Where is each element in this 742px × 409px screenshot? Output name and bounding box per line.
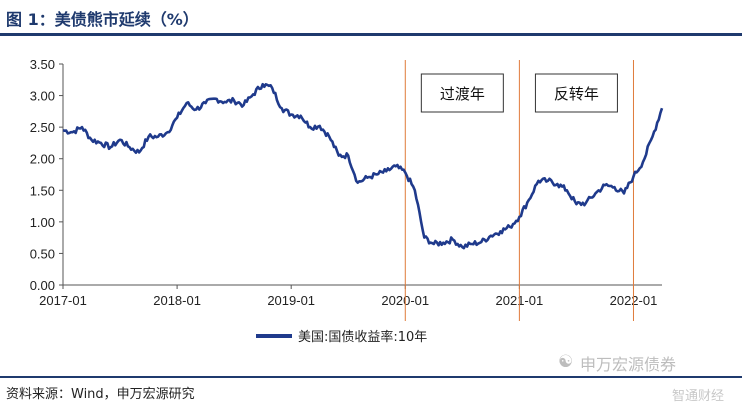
- annotation-label: 反转年: [554, 85, 599, 103]
- legend-label: 美国:国债收益率:10年: [298, 329, 427, 345]
- series-line-us-10y: [62, 82, 664, 250]
- annotation-label: 过渡年: [440, 85, 485, 103]
- y-tick-label: 0.50: [30, 246, 55, 261]
- line-chart: 0.00 0.50 1.00 1.50 2.00 2.50 3.00 3.50 2017-01 2…: [30, 57, 664, 345]
- y-tick-label: 3.00: [30, 89, 55, 104]
- y-tick-label: 2.00: [30, 152, 55, 167]
- y-tick-label: 0.00: [30, 278, 55, 293]
- chart-title: 图 1：美债熊市延续（%）: [6, 10, 199, 29]
- x-tick-label: 2018-01: [153, 293, 201, 308]
- annotation-box: [420, 73, 504, 113]
- annotation-box: [534, 73, 618, 113]
- x-tick-label: 2019-01: [267, 293, 315, 308]
- y-tick-label: 3.50: [30, 57, 55, 72]
- x-tick-label: 2017-01: [39, 293, 87, 308]
- y-tick-label: 1.00: [30, 215, 55, 230]
- title-divider: [0, 33, 742, 36]
- wechat-icon: ☯: [558, 352, 574, 372]
- watermark-text: 申万宏源债券: [580, 355, 677, 374]
- footer-divider: [0, 376, 742, 378]
- y-tick-label: 1.50: [30, 183, 55, 198]
- source-note: 资料来源：Wind，申万宏源研究: [6, 387, 195, 402]
- y-tick-label: 2.50: [30, 120, 55, 135]
- logo-text: 智通财经: [672, 389, 725, 404]
